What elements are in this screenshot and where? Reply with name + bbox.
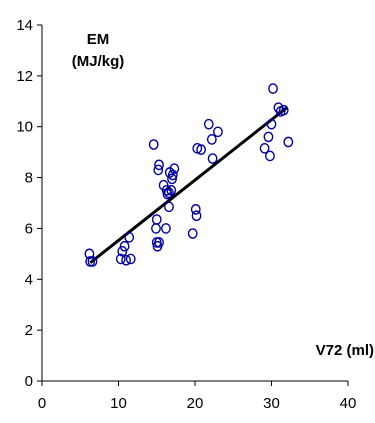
y-tick-label: 12: [16, 68, 33, 85]
data-point: [259, 143, 270, 154]
data-point: [166, 184, 177, 196]
y-axis-title-line: (MJ/kg): [72, 53, 125, 70]
data-point: [167, 173, 177, 185]
data-point: [151, 223, 161, 234]
data-point: [161, 184, 172, 196]
x-axis-title: V72 (ml): [316, 342, 374, 359]
x-tick-label: 10: [110, 395, 127, 412]
data-point: [206, 134, 217, 145]
trendline-layer: [89, 106, 288, 264]
y-tick-label: 4: [25, 271, 33, 288]
data-point: [121, 254, 132, 266]
x-tick-label: 30: [263, 395, 280, 412]
data-point: [266, 118, 277, 130]
y-tick-label: 10: [16, 119, 33, 136]
y-tick-label: 8: [25, 170, 33, 187]
data-point: [125, 253, 136, 265]
data-point: [268, 83, 278, 94]
data-point: [115, 253, 126, 265]
data-point: [192, 143, 203, 154]
y-tick-label: 2: [25, 322, 33, 339]
data-point: [190, 204, 201, 215]
data-point: [167, 169, 178, 181]
data-point: [117, 246, 128, 257]
x-tick-label: 0: [38, 395, 46, 412]
data-point: [164, 187, 174, 199]
y-tick-label: 0: [25, 373, 33, 390]
data-point: [148, 139, 159, 150]
data-point: [87, 256, 98, 267]
trendline: [89, 106, 288, 264]
data-point: [154, 159, 164, 171]
data-point: [119, 240, 130, 252]
data-point: [161, 223, 171, 234]
y-axis-title-line: EM: [87, 31, 110, 48]
y-axis-title: EM (MJ/kg): [72, 31, 125, 70]
data-point: [154, 237, 164, 248]
data-point: [191, 210, 202, 222]
data-point: [213, 126, 223, 138]
y-tick-label: 6: [25, 220, 33, 237]
data-point: [169, 163, 180, 174]
y-tick-label: 14: [16, 17, 33, 34]
data-point: [278, 104, 289, 116]
data-point: [153, 164, 164, 176]
x-tick-label: 40: [340, 395, 357, 412]
data-point: [263, 131, 274, 143]
y-axis: 0 2 4 6 8 10 12 14: [16, 17, 43, 390]
data-points: [84, 83, 294, 267]
data-point: [283, 136, 294, 148]
data-point: [164, 201, 174, 213]
data-point: [124, 232, 135, 243]
data-point: [151, 214, 162, 225]
data-point: [187, 228, 198, 239]
x-tick-label: 20: [187, 395, 204, 412]
data-point: [207, 153, 218, 164]
data-point: [196, 144, 207, 155]
data-point: [265, 150, 275, 162]
x-axis: 0 10 20 30 40: [38, 380, 357, 412]
data-point: [203, 118, 214, 130]
